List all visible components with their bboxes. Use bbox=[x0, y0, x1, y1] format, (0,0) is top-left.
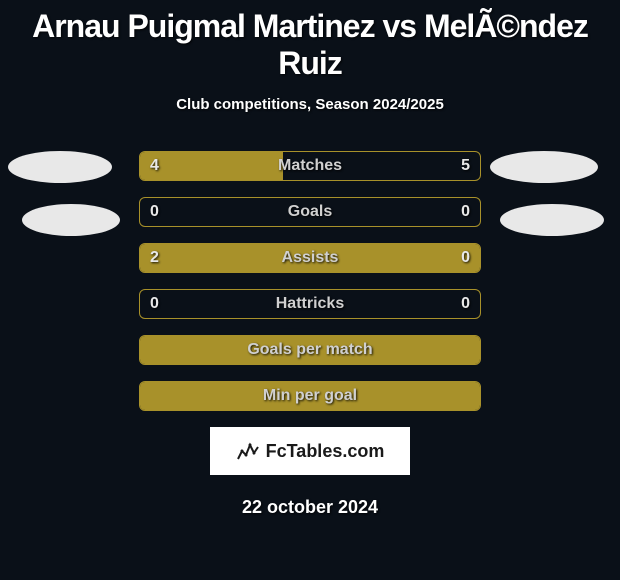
player-right-avatar-1 bbox=[490, 151, 598, 183]
page-subtitle: Club competitions, Season 2024/2025 bbox=[0, 96, 620, 113]
page-title: Arnau Puigmal Martinez vs MelÃ©ndez Ruiz bbox=[0, 0, 620, 82]
fctables-logo-icon bbox=[236, 441, 260, 461]
stat-row: 0Hattricks0 bbox=[139, 289, 481, 319]
stat-label: Min per goal bbox=[140, 382, 480, 410]
stat-label: Hattricks bbox=[140, 290, 480, 318]
stat-bars: 4Matches50Goals02Assists00Hattricks0Goal… bbox=[139, 151, 481, 411]
stat-row: 0Goals0 bbox=[139, 197, 481, 227]
stat-row: Goals per match bbox=[139, 335, 481, 365]
player-left-avatar-1 bbox=[8, 151, 112, 183]
logo-box: FcTables.com bbox=[210, 427, 410, 475]
player-right-avatar-2 bbox=[500, 204, 604, 236]
player-left-avatar-2 bbox=[22, 204, 120, 236]
stat-label: Goals bbox=[140, 198, 480, 226]
stat-value-right: 0 bbox=[461, 290, 470, 318]
stat-value-right: 5 bbox=[461, 152, 470, 180]
stat-row: 4Matches5 bbox=[139, 151, 481, 181]
comparison-chart: 4Matches50Goals02Assists00Hattricks0Goal… bbox=[0, 151, 620, 411]
stat-label: Matches bbox=[140, 152, 480, 180]
stat-value-right: 0 bbox=[461, 244, 470, 272]
date-text: 22 october 2024 bbox=[0, 497, 620, 518]
stat-label: Goals per match bbox=[140, 336, 480, 364]
stat-row: 2Assists0 bbox=[139, 243, 481, 273]
stat-label: Assists bbox=[140, 244, 480, 272]
stat-value-right: 0 bbox=[461, 198, 470, 226]
logo-text: FcTables.com bbox=[266, 441, 385, 462]
stat-row: Min per goal bbox=[139, 381, 481, 411]
